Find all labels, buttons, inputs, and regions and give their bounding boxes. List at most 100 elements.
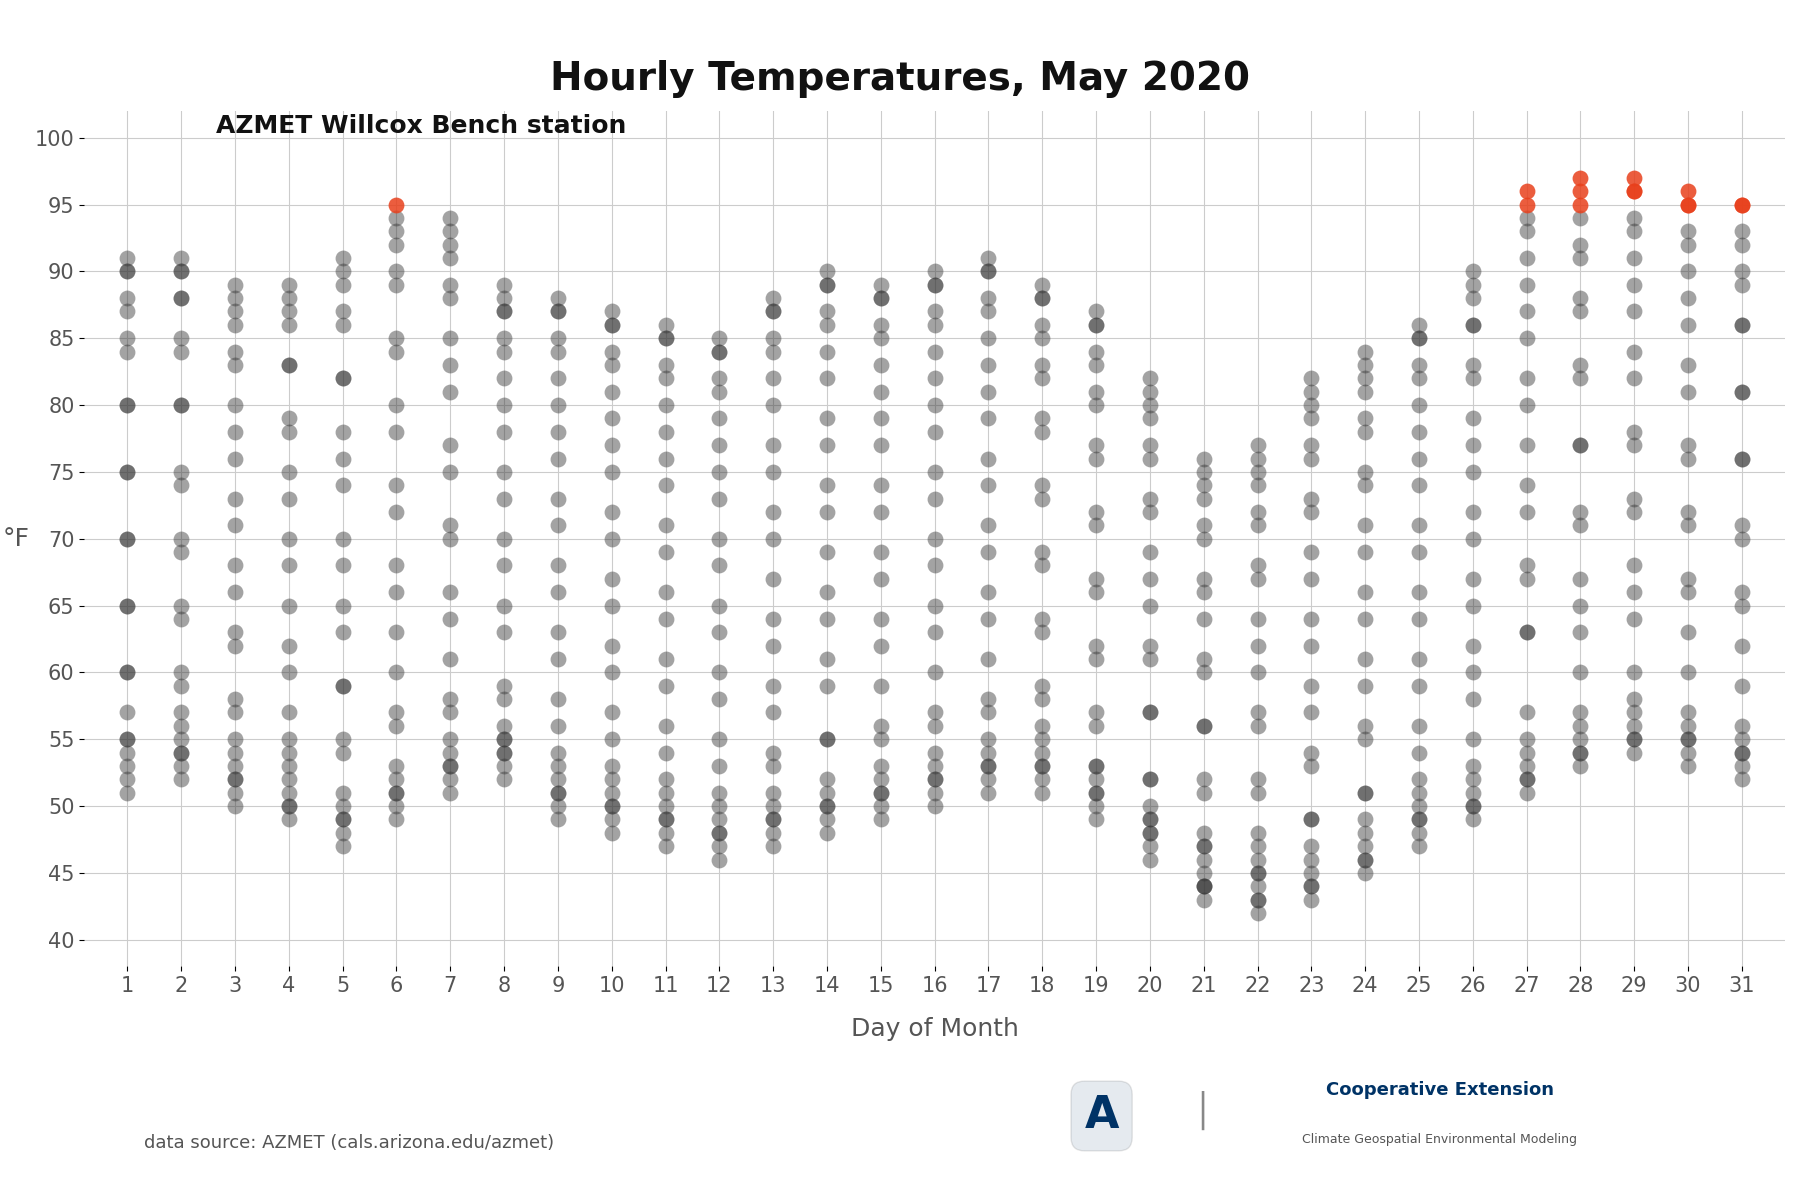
Point xyxy=(598,703,626,722)
Point xyxy=(221,449,250,468)
Point xyxy=(113,396,142,415)
Point xyxy=(1028,329,1057,348)
Point xyxy=(221,769,250,788)
Point xyxy=(1350,355,1379,374)
Point xyxy=(436,288,464,307)
Point xyxy=(382,784,410,803)
Point xyxy=(167,756,196,775)
Point xyxy=(382,703,410,722)
Point xyxy=(760,529,788,548)
Point xyxy=(866,503,895,522)
Point xyxy=(221,275,250,294)
Point xyxy=(1458,355,1487,374)
Point xyxy=(1620,743,1649,762)
Point xyxy=(1350,542,1379,562)
Point xyxy=(652,329,680,348)
Point xyxy=(1244,636,1273,655)
Point xyxy=(1674,516,1703,535)
Point xyxy=(274,556,302,575)
Point xyxy=(1566,756,1595,775)
Point xyxy=(221,797,250,816)
Point xyxy=(598,823,626,842)
Point xyxy=(167,288,196,307)
Point xyxy=(382,194,410,214)
Point xyxy=(113,596,142,616)
Point xyxy=(167,730,196,749)
Point xyxy=(1620,209,1649,228)
Point xyxy=(974,784,1003,803)
Point xyxy=(812,436,841,455)
Point xyxy=(436,784,464,803)
Point xyxy=(652,316,680,335)
Point xyxy=(812,769,841,788)
Point xyxy=(1350,836,1379,856)
Point xyxy=(1512,730,1541,749)
Point xyxy=(652,582,680,601)
Point xyxy=(812,262,841,281)
Point xyxy=(221,302,250,322)
Point xyxy=(1190,836,1219,856)
Point xyxy=(1350,676,1379,695)
Point xyxy=(652,355,680,374)
Point xyxy=(812,342,841,361)
Point xyxy=(1512,181,1541,200)
Point xyxy=(167,262,196,281)
Point xyxy=(1512,503,1541,522)
Point xyxy=(1512,784,1541,803)
Point xyxy=(1298,676,1327,695)
Point xyxy=(1566,194,1595,214)
Point xyxy=(974,382,1003,401)
Point xyxy=(598,355,626,374)
Point xyxy=(1566,436,1595,455)
Point xyxy=(760,610,788,629)
Point xyxy=(544,449,572,468)
Point xyxy=(1512,569,1541,588)
Point xyxy=(490,368,518,388)
Point xyxy=(974,769,1003,788)
Point xyxy=(920,490,949,509)
Point xyxy=(1458,275,1487,294)
Point xyxy=(1298,610,1327,629)
Point xyxy=(113,784,142,803)
Point xyxy=(436,756,464,775)
Point xyxy=(436,730,464,749)
Point xyxy=(1404,582,1433,601)
Point xyxy=(1136,850,1165,869)
Point xyxy=(436,382,464,401)
Point xyxy=(706,662,734,682)
Text: A: A xyxy=(1084,1094,1120,1138)
Point xyxy=(1244,462,1273,481)
Point xyxy=(1620,690,1649,709)
Point xyxy=(436,462,464,481)
Point xyxy=(382,784,410,803)
Point xyxy=(113,596,142,616)
Point xyxy=(706,810,734,829)
Point xyxy=(598,503,626,522)
Point xyxy=(812,823,841,842)
Point xyxy=(760,436,788,455)
Point xyxy=(274,596,302,616)
Point xyxy=(328,475,356,494)
Point xyxy=(1620,168,1649,187)
Point xyxy=(920,623,949,642)
Point xyxy=(544,690,572,709)
Point xyxy=(866,810,895,829)
Point xyxy=(1728,194,1757,214)
Point xyxy=(1244,769,1273,788)
Point xyxy=(1028,743,1057,762)
Point xyxy=(382,235,410,254)
Point xyxy=(920,743,949,762)
Point xyxy=(706,756,734,775)
Point xyxy=(382,769,410,788)
Point xyxy=(1136,769,1165,788)
Point xyxy=(1298,449,1327,468)
Point xyxy=(221,355,250,374)
Point xyxy=(866,316,895,335)
Point xyxy=(1404,810,1433,829)
Point xyxy=(760,368,788,388)
Point xyxy=(974,542,1003,562)
Point xyxy=(706,623,734,642)
Point xyxy=(1298,703,1327,722)
Point xyxy=(1458,662,1487,682)
Point xyxy=(920,316,949,335)
